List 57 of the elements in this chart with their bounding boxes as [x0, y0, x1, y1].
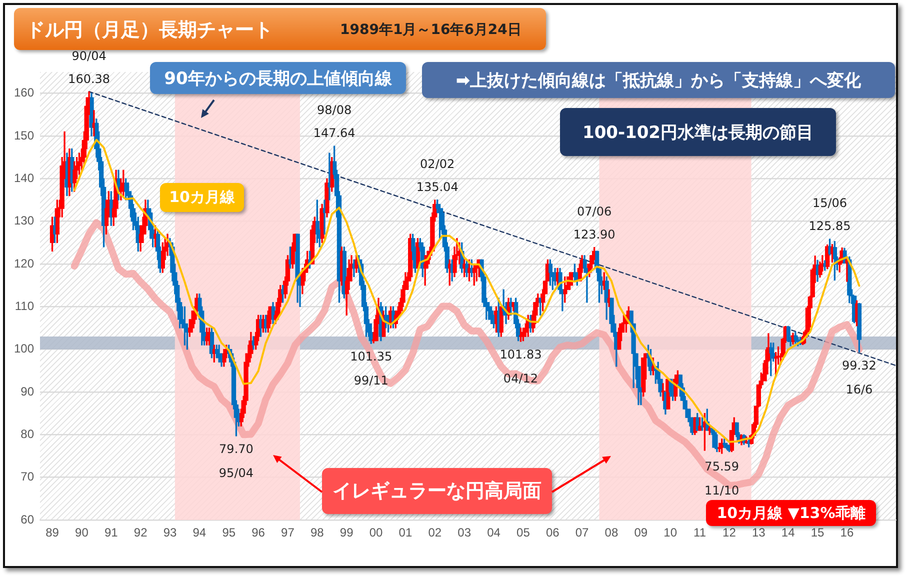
x-tick-label: 08 [604, 526, 618, 540]
x-tick-label: 15 [810, 526, 825, 540]
x-tick-label: 12 [722, 526, 736, 540]
callout-box: 90年からの長期の上値傾向線 [150, 62, 406, 94]
y-tick-label: 110 [14, 298, 34, 313]
y-tick-label: 140 [14, 170, 34, 185]
callout-box: イレギュラーな円高局面 [322, 468, 552, 514]
x-tick-label: 14 [781, 526, 796, 540]
callout-box: ➡上抜けた傾向線は「抵抗線」から「支持線」へ変化 [422, 62, 895, 98]
x-tick-label: 00 [369, 526, 384, 540]
x-tick-label: 97 [281, 526, 295, 540]
annotation: 02/02 135.04 [416, 156, 458, 194]
x-tick-label: 95 [222, 526, 236, 540]
x-tick-label: 16 [840, 526, 854, 540]
y-tick-label: 80 [20, 426, 34, 441]
annotation: 07/06 123.90 [573, 204, 616, 242]
x-tick-label: 98 [310, 526, 324, 540]
y-tick-label: 150 [14, 128, 34, 142]
x-tick-label: 05 [516, 526, 530, 540]
annotation: 101.83 04/12 [500, 348, 542, 386]
annotation: 99.32 16/6 [842, 358, 876, 396]
x-tick-label: 91 [104, 526, 118, 540]
chart-title: ドル円（月足）長期チャート [26, 18, 273, 43]
callout-box: 10カ月線 [160, 183, 244, 212]
x-tick-label: 96 [252, 526, 266, 540]
annotation: 75.59 11/10 [704, 460, 740, 498]
x-tick-label: 11 [694, 526, 706, 540]
y-tick-label: 100 [14, 342, 34, 356]
callout-box: 100-102円水準は長期の節目 [560, 108, 836, 156]
y-tick-label: 120 [14, 256, 34, 270]
x-tick-label: 03 [458, 526, 472, 540]
x-tick-label: 07 [575, 526, 590, 540]
annotation: 98/08 147.64 [313, 103, 356, 140]
x-tick-label: 10 [664, 526, 678, 540]
y-tick-label: 160 [14, 86, 34, 100]
x-tick-label: 99 [340, 526, 354, 540]
x-tick-label: 09 [634, 526, 648, 540]
callout-box: 10カ月線 ▼13%乖離 [706, 500, 876, 526]
y-tick-label: 60 [20, 512, 34, 526]
annotation: 101.35 99/11 [350, 350, 392, 388]
x-tick-label: 89 [46, 526, 60, 540]
x-tick-label: 02 [428, 526, 442, 540]
y-tick-label: 130 [14, 214, 34, 228]
x-tick-label: 93 [163, 526, 177, 540]
x-tick-label: 01 [398, 526, 412, 540]
x-tick-label: 13 [752, 526, 766, 540]
y-tick-label: 70 [20, 470, 34, 484]
x-tick-label: 06 [546, 526, 560, 540]
x-tick-label: 90 [75, 526, 89, 540]
x-tick-label: 04 [487, 526, 501, 540]
y-tick-label: 90 [20, 384, 34, 398]
x-tick-label: 94 [192, 526, 206, 540]
x-tick-label: 92 [134, 526, 148, 540]
annotation: 90/04 160.38 [68, 48, 110, 86]
annotation: 79.70 95/04 [218, 442, 254, 480]
annotation: 15/06 125.85 [808, 196, 851, 234]
chart-subtitle: 1989年1月～16年6月24日 [340, 21, 522, 39]
